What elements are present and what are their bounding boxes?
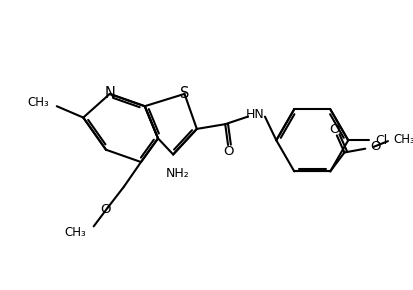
Text: NH₂: NH₂ <box>166 167 189 180</box>
Text: O: O <box>369 140 380 153</box>
Text: O: O <box>222 145 233 158</box>
Text: O: O <box>100 203 110 216</box>
Text: CH₃: CH₃ <box>64 226 86 239</box>
Text: Cl: Cl <box>375 134 387 147</box>
Text: O: O <box>329 123 339 136</box>
Text: CH₃: CH₃ <box>27 96 49 109</box>
Text: HN: HN <box>245 108 264 121</box>
Text: CH₃: CH₃ <box>393 133 413 146</box>
Text: N: N <box>104 86 115 102</box>
Text: S: S <box>179 86 189 102</box>
